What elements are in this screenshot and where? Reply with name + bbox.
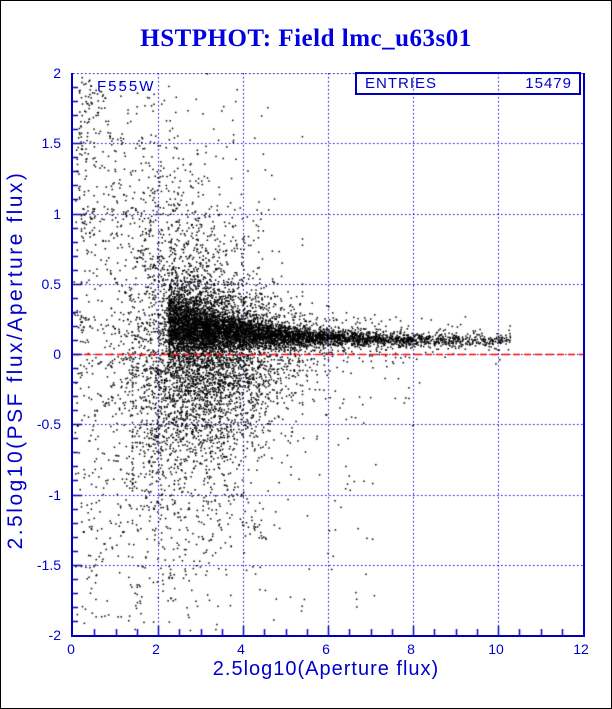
y-axis-title: 2.5log10(PSF flux/Aperture flux) — [4, 170, 27, 550]
plot-frame — [71, 73, 585, 637]
x-tick-label: 8 — [407, 641, 415, 657]
y-tick-label: -0.5 — [36, 416, 61, 433]
y-tick-label: 0.5 — [41, 275, 61, 292]
y-tick-label: 1 — [53, 205, 61, 222]
x-tick-label: 12 — [573, 641, 589, 657]
page-title: HSTPHOT: Field lmc_u63s01 — [140, 25, 472, 52]
filter-label: F555W — [97, 78, 156, 95]
x-axis-title: 2.5log10(Aperture flux) — [212, 658, 440, 680]
x-tick-label: 6 — [322, 641, 330, 657]
y-tick-label: -1.5 — [36, 556, 61, 573]
entries-label: ENTRIES — [365, 75, 438, 92]
entries-value: 15479 — [525, 75, 572, 92]
x-tick-label: 2 — [152, 641, 160, 657]
x-tick-label: 4 — [237, 641, 245, 657]
y-tick-label: 2 — [53, 65, 61, 81]
y-tick-label: 0 — [53, 346, 61, 362]
entries-stat-box: ENTRIES 15479 — [355, 72, 581, 95]
y-tick-label: 1.5 — [41, 135, 61, 152]
x-tick-label: 10 — [488, 641, 504, 657]
scatter-plot-canvas — [73, 73, 583, 635]
y-tick-label: -1 — [48, 486, 61, 503]
x-tick-label: 0 — [67, 641, 75, 657]
y-tick-label: -2 — [48, 627, 61, 643]
